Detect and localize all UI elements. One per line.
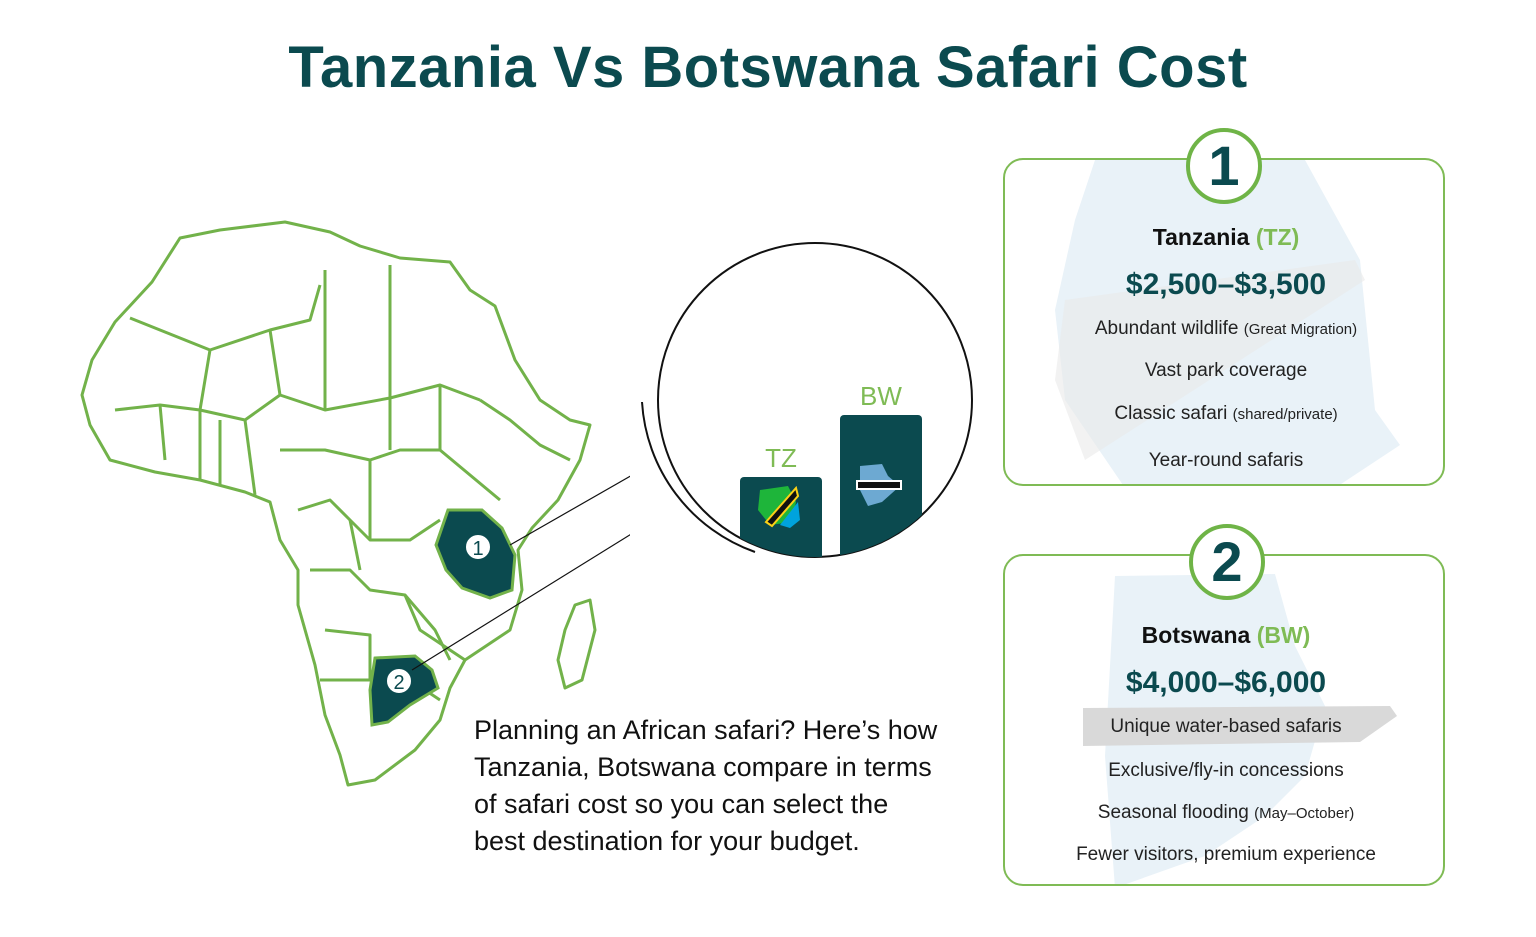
connector-line-tz — [509, 475, 630, 546]
madagascar-outline — [556, 598, 597, 690]
africa-map: 1 2 — [80, 220, 630, 787]
country-border — [403, 594, 466, 662]
country-border — [114, 393, 281, 422]
feature-item: Classic safari (shared/private) — [1114, 403, 1338, 424]
page-title: Tanzania Vs Botswana Safari Cost — [288, 35, 1248, 100]
feature-item: Seasonal flooding (May–October) — [1097, 802, 1355, 823]
botswana-flag-icon — [856, 464, 902, 506]
price-range-bw: $4,000–$6,000 — [1125, 666, 1327, 699]
tanzania-silhouette-icon — [1055, 160, 1400, 484]
card-number-badge-1: 1 — [1186, 128, 1262, 204]
card-country-name: Tanzania (TZ) — [1005, 224, 1443, 251]
card-country-name: Botswana (BW) — [1005, 622, 1443, 649]
marker-label-1: 1 — [472, 538, 483, 560]
feature-item: Vast park coverage — [1144, 360, 1308, 381]
country-border — [348, 519, 362, 571]
marker-botswana: 2 — [385, 667, 413, 695]
zoom-shadow-arc — [641, 401, 756, 553]
country-border — [129, 284, 322, 352]
zoom-circle: TZ BW — [641, 242, 973, 558]
country-border — [324, 628, 372, 680]
feature-item: Abundant wildlife (Great Migration) — [1094, 318, 1358, 339]
country-border — [280, 448, 501, 502]
country-border — [243, 419, 257, 496]
feature-item: Exclusive/fly-in concessions — [1108, 760, 1344, 781]
bar-label-bw: BW — [860, 381, 902, 411]
bar-label-tz: TZ — [765, 443, 797, 473]
tanzania-card: Tanzania (TZ) $2,500–$3,500 Abundant wil… — [1003, 158, 1445, 486]
country-border — [310, 568, 452, 661]
feature-item: Year-round safaris — [1148, 450, 1304, 471]
feature-item: Unique water-based safaris — [1110, 716, 1342, 737]
marker-tanzania: 1 — [464, 533, 492, 561]
country-border — [158, 404, 167, 461]
country-name-bw: Botswana — [1141, 622, 1251, 648]
feature-item: Fewer visitors, premium experience — [1076, 844, 1376, 865]
botswana-silhouette-icon — [1083, 574, 1397, 884]
country-border — [479, 398, 571, 462]
country-abbr-bw: (BW) — [1256, 622, 1311, 648]
marker-label-2: 2 — [393, 672, 404, 694]
country-border — [268, 329, 481, 412]
country-abbr-tz: (TZ) — [1255, 224, 1300, 250]
connector-line-bw — [411, 534, 630, 671]
tanzania-flag-icon — [758, 485, 800, 528]
country-border — [297, 498, 441, 542]
country-name-tz: Tanzania — [1152, 224, 1250, 250]
price-range-tz: $2,500–$3,500 — [1125, 268, 1327, 301]
botswana-card: Botswana (BW) $4,000–$6,000 Unique water… — [1003, 554, 1445, 886]
africa-outline — [80, 220, 592, 787]
card-number-badge-2: 2 — [1189, 524, 1265, 600]
intro-text: Planning an African safari? Here’s how T… — [474, 715, 938, 856]
country-border — [198, 349, 212, 480]
